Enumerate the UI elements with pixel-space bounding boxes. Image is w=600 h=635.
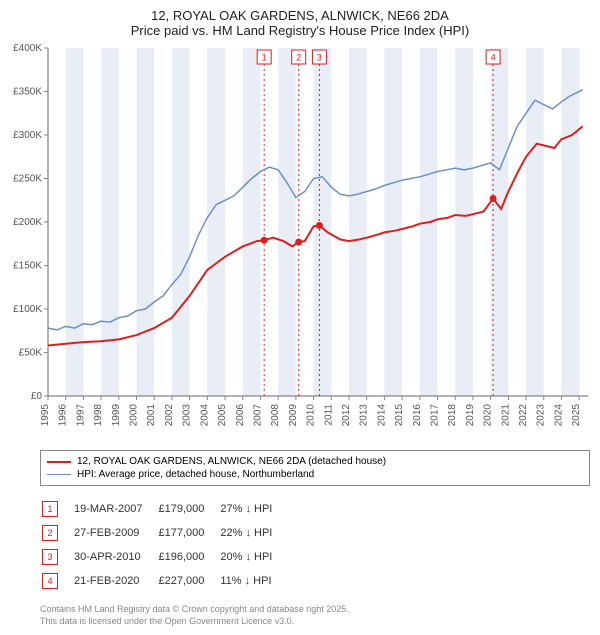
marker-diff: 20% ↓ HPI bbox=[220, 546, 286, 568]
marker-table: 1 19-MAR-2007£179,00027% ↓ HPI 2 27-FEB-200… bbox=[40, 496, 288, 594]
marker-price: £196,000 bbox=[158, 546, 218, 568]
svg-text:2003: 2003 bbox=[182, 404, 193, 427]
svg-text:2022: 2022 bbox=[518, 404, 529, 427]
marker-date: 30-APR-2010 bbox=[74, 546, 156, 568]
marker-date: 21-FEB-2020 bbox=[74, 570, 156, 592]
legend-row-red: 12, ROYAL OAK GARDENS, ALNWICK, NE66 2DA… bbox=[47, 455, 583, 468]
svg-text:2000: 2000 bbox=[129, 404, 140, 427]
svg-text:£150K: £150K bbox=[13, 261, 42, 272]
svg-text:2019: 2019 bbox=[465, 404, 476, 427]
svg-text:£0: £0 bbox=[31, 391, 43, 402]
svg-text:1997: 1997 bbox=[75, 404, 86, 427]
title-subtitle: Price paid vs. HM Land Registry's House … bbox=[0, 23, 600, 38]
svg-text:1995: 1995 bbox=[40, 404, 51, 427]
legend-swatch-red bbox=[47, 461, 71, 463]
chart-container: 12, ROYAL OAK GARDENS, ALNWICK, NE66 2DA… bbox=[0, 0, 600, 627]
marker-diff: 22% ↓ HPI bbox=[220, 522, 286, 544]
svg-text:£350K: £350K bbox=[13, 87, 42, 98]
marker-price: £227,000 bbox=[158, 570, 218, 592]
marker-diff: 11% ↓ HPI bbox=[220, 570, 286, 592]
svg-text:2007: 2007 bbox=[252, 404, 263, 427]
svg-text:1999: 1999 bbox=[111, 404, 122, 427]
legend-label-blue: HPI: Average price, detached house, Nort… bbox=[77, 469, 314, 480]
svg-text:2: 2 bbox=[296, 52, 301, 62]
marker-number-box: 4 bbox=[42, 573, 58, 589]
svg-text:2021: 2021 bbox=[500, 404, 511, 427]
legend: 12, ROYAL OAK GARDENS, ALNWICK, NE66 2DA… bbox=[40, 450, 590, 486]
marker-diff: 27% ↓ HPI bbox=[220, 498, 286, 520]
svg-text:1: 1 bbox=[262, 52, 267, 62]
svg-text:2017: 2017 bbox=[430, 404, 441, 427]
svg-text:2005: 2005 bbox=[217, 404, 228, 427]
footer: Contains HM Land Registry data © Crown c… bbox=[40, 604, 590, 627]
svg-text:2004: 2004 bbox=[199, 404, 210, 427]
svg-text:1998: 1998 bbox=[93, 404, 104, 427]
marker-number-box: 1 bbox=[42, 501, 58, 517]
svg-text:2024: 2024 bbox=[553, 404, 564, 427]
marker-price: £177,000 bbox=[158, 522, 218, 544]
marker-date: 19-MAR-2007 bbox=[74, 498, 156, 520]
title-address: 12, ROYAL OAK GARDENS, ALNWICK, NE66 2DA bbox=[0, 8, 600, 23]
svg-text:3: 3 bbox=[317, 52, 322, 62]
svg-text:2016: 2016 bbox=[412, 404, 423, 427]
svg-text:2001: 2001 bbox=[146, 404, 157, 427]
marker-row: 3 30-APR-2010£196,00020% ↓ HPI bbox=[42, 546, 286, 568]
marker-number-box: 2 bbox=[42, 525, 58, 541]
svg-text:2009: 2009 bbox=[288, 404, 299, 427]
svg-text:2011: 2011 bbox=[323, 404, 334, 426]
marker-date: 27-FEB-2009 bbox=[74, 522, 156, 544]
svg-text:2025: 2025 bbox=[571, 404, 582, 427]
svg-text:2023: 2023 bbox=[536, 404, 547, 427]
marker-row: 2 27-FEB-2009£177,00022% ↓ HPI bbox=[42, 522, 286, 544]
svg-text:£50K: £50K bbox=[19, 348, 43, 359]
title-block: 12, ROYAL OAK GARDENS, ALNWICK, NE66 2DA… bbox=[0, 0, 600, 42]
footer-line2: This data is licensed under the Open Gov… bbox=[40, 616, 590, 628]
svg-text:£200K: £200K bbox=[13, 217, 42, 228]
svg-text:1996: 1996 bbox=[58, 404, 69, 427]
svg-text:2018: 2018 bbox=[447, 404, 458, 427]
svg-text:4: 4 bbox=[491, 52, 496, 62]
svg-text:2008: 2008 bbox=[270, 404, 281, 427]
marker-price: £179,000 bbox=[158, 498, 218, 520]
svg-text:2014: 2014 bbox=[376, 404, 387, 427]
svg-text:2013: 2013 bbox=[359, 404, 370, 427]
legend-label-red: 12, ROYAL OAK GARDENS, ALNWICK, NE66 2DA… bbox=[77, 456, 386, 467]
svg-text:2010: 2010 bbox=[306, 404, 317, 427]
marker-row: 1 19-MAR-2007£179,00027% ↓ HPI bbox=[42, 498, 286, 520]
svg-text:2015: 2015 bbox=[394, 404, 405, 427]
svg-text:2012: 2012 bbox=[341, 404, 352, 427]
svg-text:£100K: £100K bbox=[13, 304, 42, 315]
legend-row-blue: HPI: Average price, detached house, Nort… bbox=[47, 468, 583, 481]
chart-svg: £0 £50K £100K £150K £200K £250K £300K £350K £400… bbox=[0, 42, 600, 442]
svg-text:£300K: £300K bbox=[13, 130, 42, 141]
chart-area: £0 £50K £100K £150K £200K £250K £300K £350K £400… bbox=[0, 42, 600, 442]
legend-swatch-blue bbox=[47, 474, 71, 475]
footer-line1: Contains HM Land Registry data © Crown c… bbox=[40, 604, 590, 616]
svg-text:£250K: £250K bbox=[13, 174, 42, 185]
svg-text:2020: 2020 bbox=[483, 404, 494, 427]
marker-number-box: 3 bbox=[42, 549, 58, 565]
svg-text:2002: 2002 bbox=[164, 404, 175, 427]
svg-text:2006: 2006 bbox=[235, 404, 246, 427]
svg-text:£400K: £400K bbox=[13, 43, 42, 54]
marker-row: 4 21-FEB-2020£227,00011% ↓ HPI bbox=[42, 570, 286, 592]
